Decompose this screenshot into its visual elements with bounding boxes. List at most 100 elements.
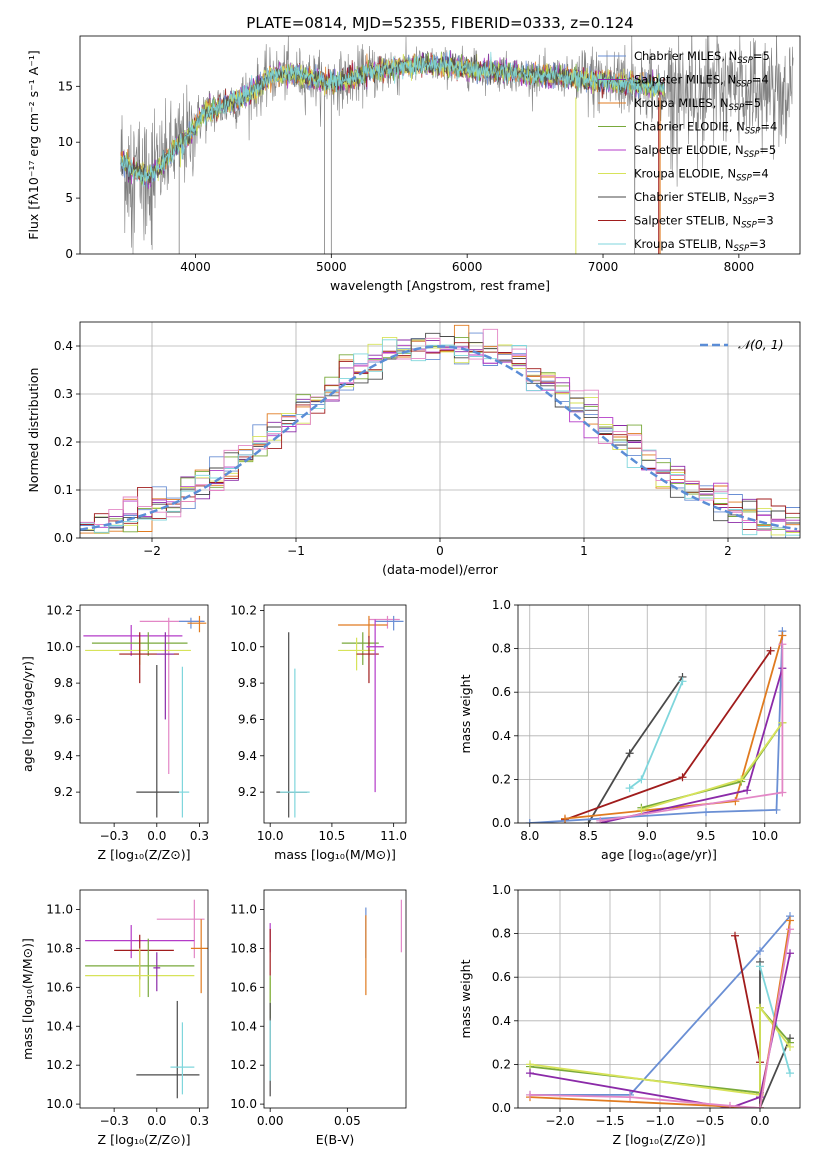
x-tick-label: −2.0 <box>545 1114 574 1128</box>
x-tick-label: 1 <box>580 544 588 558</box>
model-spectrum <box>120 50 665 187</box>
series-path <box>530 915 791 1096</box>
y-tick-label: 9.4 <box>54 749 73 763</box>
legend-label: 𝒩(0, 1) <box>738 337 784 352</box>
x-tick-label: 10.0 <box>751 829 778 843</box>
x-tick-label: 0.0 <box>750 1114 769 1128</box>
histogram-series <box>80 342 800 531</box>
y-tick-label: 0.8 <box>492 927 511 941</box>
series-marker <box>561 814 569 823</box>
x-axis-label: (data-model)/error <box>382 562 499 577</box>
plot-area <box>83 615 207 818</box>
series-marker <box>596 816 605 823</box>
y-tick-label: 9.2 <box>54 785 73 799</box>
series-path <box>629 680 684 789</box>
series-marker <box>731 931 739 940</box>
y-tick-label: 0.0 <box>492 816 511 830</box>
plot-area <box>85 899 208 1099</box>
errorbar-point <box>366 619 384 793</box>
legend-label: Chabrier ELODIE, NSSP=4 <box>634 120 777 137</box>
errorbar-point <box>156 632 174 720</box>
series-marker <box>778 631 787 640</box>
series-marker <box>737 775 746 784</box>
y-tick-label: 1.0 <box>492 883 511 897</box>
series-marker <box>772 805 781 814</box>
axes-border <box>517 889 801 1109</box>
x-tick-label: 0.05 <box>334 1114 361 1128</box>
series-marker <box>756 947 764 956</box>
y-axis-label: age [log₁₀(age/yr)] <box>20 656 35 772</box>
x-axis-label: Z [log₁₀(Z/Z⊙)] <box>98 1132 191 1147</box>
series-marker <box>526 1060 534 1069</box>
errorbar-point <box>85 637 191 665</box>
errorbar-point <box>177 666 190 818</box>
series-path <box>564 650 772 821</box>
y-tick-label: 10.2 <box>46 1058 73 1072</box>
panel-mass-vs-EBV: 0.00 0.05 10.0 10.2 10.4 10.6 10.8 11.0 E(B-V) <box>230 889 407 1147</box>
y-tick-label: 0.8 <box>492 642 511 656</box>
panel-massweight-vs-Z: −2.0 −1.5 −1.0 −0.5 0.0 0.0 0.2 0.4 0.6 0.8 1.0 Z [… <box>458 883 801 1147</box>
series-marker <box>786 1042 794 1051</box>
axes-border <box>79 321 801 539</box>
series-marker <box>526 1069 534 1078</box>
x-tick-label: 9.5 <box>696 829 715 843</box>
series-marker <box>678 773 687 782</box>
axes-frame: −0.3 0.0 0.3 9.2 9.4 9.6 9.8 10.0 10.2 Z [log₁₀(Z… <box>20 603 209 862</box>
y-tick-label: 9.8 <box>54 676 73 690</box>
series-marker <box>786 1069 794 1078</box>
axes-border <box>263 604 407 824</box>
legend: 𝒩(0, 1) <box>700 337 784 352</box>
legend-label: Chabrier MILES, NSSP=5 <box>634 49 770 66</box>
plot-area <box>525 627 787 823</box>
x-axis-label: Z [log₁₀(Z/Z⊙)] <box>98 847 191 862</box>
y-axis-label: Flux [fλ10⁻¹⁷ erg cm⁻² s⁻¹ A⁻¹] <box>26 50 41 239</box>
y-tick-label: 10.0 <box>46 1097 73 1111</box>
errorbar-point <box>136 1000 200 1099</box>
panel-age-vs-Z: −0.3 0.0 0.3 9.2 9.4 9.6 9.8 10.0 10.2 Z [log₁₀(Z… <box>20 603 209 862</box>
errorbar-point <box>136 664 179 818</box>
y-tick-label: 9.2 <box>238 785 257 799</box>
y-tick-label: 15 <box>58 79 73 93</box>
y-tick-label: 10 <box>58 135 73 149</box>
figure-title: PLATE=0814, MJD=52355, FIBERID=0333, z=0… <box>246 14 633 32</box>
errorbar-point <box>276 632 308 818</box>
errorbar-point <box>119 632 179 684</box>
plot-area <box>269 899 402 1097</box>
axes-border <box>263 889 407 1109</box>
y-tick-label: 0.1 <box>54 483 73 497</box>
series-marker <box>756 1104 764 1108</box>
errorbar-point <box>280 668 310 818</box>
plot-area <box>80 324 800 538</box>
x-tick-label: 6000 <box>452 260 483 274</box>
series-line <box>596 640 787 823</box>
series-marker <box>637 805 646 814</box>
legend-label: Kroupa ELODIE, NSSP=4 <box>634 167 769 184</box>
x-tick-label: 0.0 <box>147 829 166 843</box>
axes-frame: 10.0 10.5 11.0 9.2 9.4 9.6 9.8 10.0 10.2 mass [lo… <box>230 603 407 862</box>
y-tick-label: 10.2 <box>46 603 73 617</box>
series-line <box>625 677 687 793</box>
plot-area <box>526 912 794 1108</box>
x-tick-label: 8.0 <box>520 829 539 843</box>
axes-frame: −2.0 −1.5 −1.0 −0.5 0.0 0.0 0.2 0.4 0.6 0.8 1.0 Z [… <box>458 883 801 1147</box>
legend-label: Kroupa STELIB, NSSP=3 <box>634 237 766 254</box>
legend-label: Salpeter STELIB, NSSP=3 <box>634 214 774 231</box>
x-tick-label: 0.0 <box>147 1114 166 1128</box>
x-tick-label: 4000 <box>180 260 211 274</box>
series-line <box>526 925 794 1108</box>
y-tick-label: 0.0 <box>492 1101 511 1115</box>
axes-border <box>79 889 209 1109</box>
x-axis-label: Z [log₁₀(Z/Z⊙)] <box>613 1132 706 1147</box>
gaussian-curve <box>80 345 798 531</box>
y-axis-label: mass weight <box>458 674 473 753</box>
series-path <box>600 667 784 823</box>
series-marker <box>678 677 687 686</box>
errorbar-point <box>338 615 388 638</box>
y-tick-label: 11.0 <box>230 902 257 916</box>
series-line <box>596 664 787 823</box>
y-tick-label: 0.4 <box>492 729 511 743</box>
x-tick-label: 8.5 <box>579 829 598 843</box>
axes-border <box>517 604 801 824</box>
x-tick-label: 10.0 <box>257 829 284 843</box>
